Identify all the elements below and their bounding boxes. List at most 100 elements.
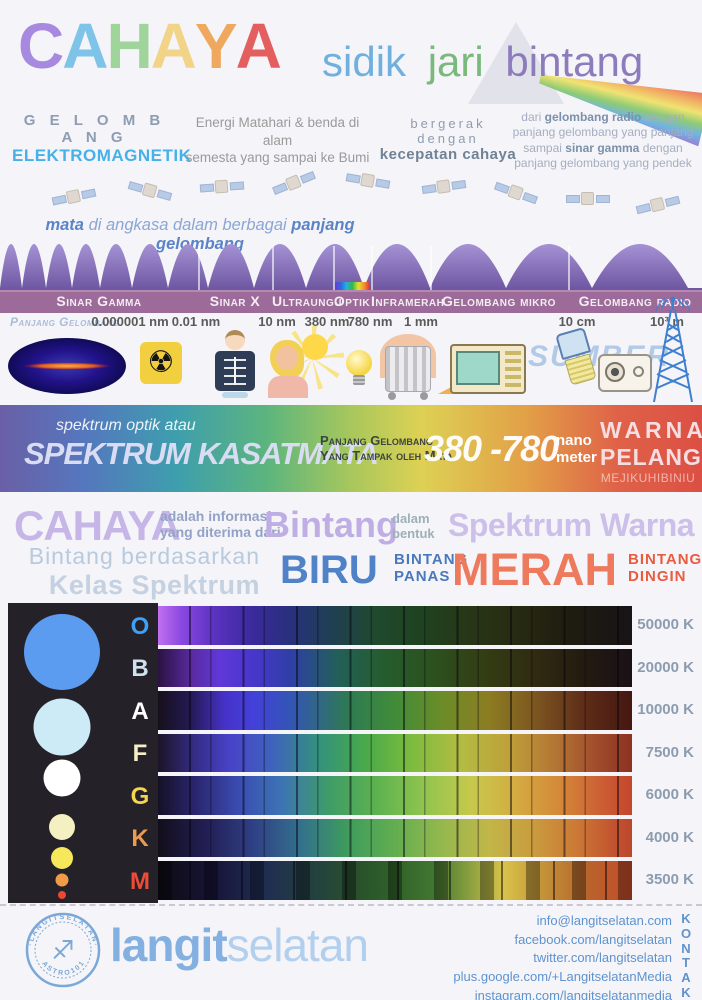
- caption-panjang-bold: panjang gelombang: [155, 216, 355, 253]
- xray-boy-head: [225, 330, 245, 350]
- temp-label-B: 20000 K: [637, 658, 694, 676]
- sun-core: [302, 334, 328, 360]
- intro-elektromagnetik-label: ELEKTROMAGNETIK: [12, 146, 192, 165]
- langitselatan-stamp-logo: · L A N G I T S E L A T A N · A S T R O …: [25, 912, 101, 988]
- spectrum-row-K: [158, 818, 632, 857]
- wavelength-wave-graphic: [0, 244, 702, 292]
- class-letter-M: M: [130, 868, 150, 895]
- band-divider: [272, 246, 274, 312]
- spectrum-row-M: [158, 861, 632, 900]
- temp-label-K: 4000 K: [645, 828, 694, 846]
- band-segment-xray: Sinar X: [209, 293, 261, 309]
- uv-sunlight-woman-icon: [264, 326, 344, 400]
- cahaya-info-line1: adalah informasi: [160, 508, 272, 524]
- band-segment-ultraviolet: Ultraungu: [272, 293, 342, 309]
- wavelength-tick: 10 cm: [558, 314, 596, 329]
- stellar-spectra: [158, 606, 632, 904]
- spectrum-row-G: [158, 776, 632, 815]
- intro-kecepatan: bergerak dengan kecepatan cahaya: [378, 116, 518, 163]
- banner-desc-line2: Yang Tampak oleh Mata: [320, 447, 453, 463]
- kontak-vertical-label: K O N T A K: [678, 911, 694, 1000]
- warna-label: WARNA: [600, 417, 702, 443]
- radio-icon: [598, 354, 652, 392]
- kontak-letter: K: [681, 985, 691, 1000]
- wavelength-tick: 10 nm: [258, 314, 296, 329]
- gamma-sky-map-icon: [8, 338, 126, 394]
- title-letter: C: [18, 10, 64, 82]
- contact-twitter: twitter.com/langitselatan: [533, 950, 672, 966]
- merah-heading: MERAH: [452, 544, 617, 595]
- woman-face: [276, 346, 298, 370]
- spectrum-row-B: [158, 648, 632, 687]
- cahaya-info-line2: yang diterima dari: [160, 523, 281, 540]
- title-letter: Y: [194, 10, 238, 82]
- radio-dial: [605, 362, 625, 382]
- page-subtitle: sidik jari bintang: [322, 38, 653, 86]
- temp-label-G: 6000 K: [645, 786, 694, 803]
- wavelength-row-label: Panjang Gelombang: [10, 315, 120, 329]
- band-divider: [568, 246, 570, 312]
- radiation-glyph: ☢: [147, 345, 175, 380]
- banner-title: SPEKTRUM KASATMATA: [24, 436, 379, 471]
- caption-mata-bold: mata: [45, 216, 84, 234]
- berdasarkan-label: Bintang berdasarkan: [28, 543, 260, 569]
- title-letter: H: [106, 10, 152, 82]
- spectrum-row-F: [158, 733, 632, 772]
- intro-range-post: dengan panjang gelombang yang pendek: [514, 140, 692, 171]
- dalam-line2: bentuk: [392, 525, 435, 541]
- microwave-panel: [505, 351, 521, 387]
- band-divider: [430, 246, 432, 312]
- xray-boy-feet: [222, 392, 248, 398]
- sagittarius-archer-icon: ♐: [51, 936, 74, 966]
- band-segment-infrared: Inframerah: [371, 293, 445, 309]
- light-bulb-icon: [346, 350, 372, 390]
- prism-icon: [468, 22, 564, 104]
- bulb-base: [353, 375, 365, 385]
- dingin-line1: BINTANG: [628, 551, 702, 568]
- biru-heading: BIRU: [280, 548, 378, 592]
- contact-googleplus: plus.google.com/+LangitselatanMedia: [453, 969, 672, 985]
- bintang-heading: Bintang: [264, 504, 398, 545]
- spectral-class-panel: O B A F G K M: [8, 603, 158, 903]
- subtitle-word: bintang: [505, 38, 644, 85]
- star-circle-B: [33, 698, 91, 756]
- satellite-icon: [492, 177, 540, 209]
- intro-range-pre: dari: [521, 110, 542, 124]
- panas-line1: BINTANG: [394, 551, 469, 568]
- cahaya-info-text: adalah informasi yang diterima dari: [160, 508, 281, 540]
- intro-range-mid: dengan panjang gelombang yang panjang sa…: [512, 110, 694, 155]
- star-circle-K: [55, 873, 69, 887]
- infrared-heater-icon: [380, 334, 436, 400]
- star-circle-M: [58, 891, 66, 899]
- em-spectrum-band: Sinar Gamma Sinar X Ultraungu Optik Infr…: [0, 290, 702, 313]
- temp-label-F: 7500 K: [645, 743, 694, 761]
- footer-divider: [0, 904, 702, 906]
- dalam-line1: dalam: [392, 511, 430, 526]
- class-letter-B: B: [131, 655, 149, 682]
- wavelength-tick: 1 mm: [404, 314, 438, 329]
- band-divider: [333, 246, 335, 312]
- brand-wordmark: langitselatan: [110, 918, 369, 972]
- temperature-column: 50000 K 20000 K 10000 K 7500 K 6000 K 40…: [632, 606, 698, 904]
- class-letter-F: F: [132, 740, 148, 767]
- bulb-glass: [346, 350, 372, 376]
- banner-unit-line1: nano: [556, 432, 592, 449]
- contact-instagram: instagram.com/langitselatanmedia: [474, 987, 672, 1000]
- satellite-icon: [126, 176, 173, 205]
- radiation-symbol-icon: ☢: [140, 342, 182, 384]
- cell-phone-icon: [555, 326, 599, 387]
- space-eyes-caption: mata di angkasa dalam berbagai panjang g…: [30, 216, 370, 254]
- dalam-bentuk-text: dalam bentuk: [392, 511, 435, 541]
- class-letter-G: G: [130, 783, 150, 810]
- wavelength-tick: 0.000001 nm: [91, 314, 169, 329]
- banner-unit: nano meter: [556, 432, 597, 466]
- band-segment-microwave: Gelombang mikro: [442, 293, 556, 309]
- kontak-letter: K: [681, 911, 691, 926]
- temp-label-M: 3500 K: [645, 871, 694, 888]
- xray-boy-icon: [212, 330, 258, 398]
- pelangi-label: PELANGI: [600, 444, 702, 470]
- subtitle-word: sidik: [322, 38, 407, 85]
- subtitle-word: jari: [427, 38, 484, 85]
- microwave-oven-icon: [450, 344, 526, 394]
- radio-tower-icon: [653, 296, 693, 402]
